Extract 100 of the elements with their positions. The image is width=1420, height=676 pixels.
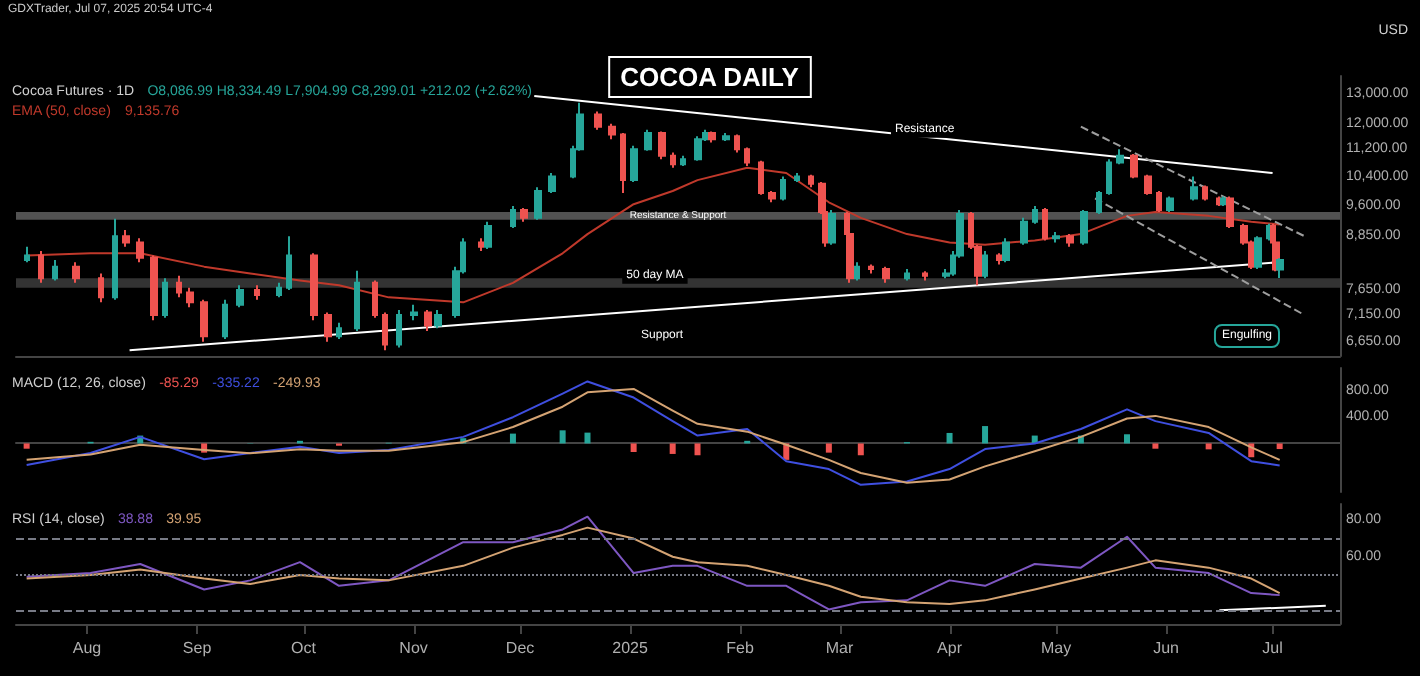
- candlestick: [324, 311, 332, 343]
- candlestick: [1202, 184, 1208, 202]
- candlestick: [1116, 148, 1124, 166]
- candlestick: [644, 128, 652, 152]
- candlestick: [1190, 175, 1198, 202]
- candlestick: [922, 270, 928, 282]
- bar: [1124, 434, 1131, 444]
- candlestick: [1096, 190, 1102, 215]
- candlestick: [1220, 195, 1226, 208]
- bar: [1152, 443, 1159, 449]
- candlestick: [758, 159, 764, 196]
- candlestick: [520, 207, 528, 223]
- candlestick: [548, 171, 556, 194]
- candlestick: [808, 173, 814, 189]
- candlestick: [24, 245, 30, 264]
- candlestick: [630, 144, 638, 183]
- candlestick: [310, 252, 318, 322]
- candlestick: [382, 311, 388, 352]
- bar: [669, 443, 676, 454]
- candlestick: [136, 237, 144, 264]
- candlestick: [1144, 173, 1152, 196]
- candlestick: [1106, 158, 1112, 196]
- bar: [825, 443, 832, 453]
- candlestick: [478, 237, 484, 253]
- bar: [584, 432, 591, 444]
- candlestick: [1080, 208, 1088, 246]
- x-tick-label: Apr: [937, 639, 963, 657]
- candlestick: [372, 279, 378, 319]
- candlestick: [996, 252, 1002, 266]
- candlestick: [354, 269, 360, 332]
- x-tick-label: 2025: [612, 639, 649, 657]
- x-tick-label: Jul: [1262, 639, 1284, 657]
- x-tick-label: Jun: [1153, 639, 1179, 657]
- candlestick: [200, 298, 208, 343]
- candlestick: [1066, 233, 1074, 248]
- candlestick: [694, 135, 702, 162]
- candlestick: [176, 274, 182, 299]
- x-tick-label: Sep: [182, 639, 213, 657]
- candlestick: [276, 281, 282, 299]
- candlestick: [794, 171, 800, 183]
- candlestick: [670, 151, 676, 169]
- candlestick: [828, 208, 836, 246]
- candlestick: [1130, 153, 1138, 180]
- candlestick: [1166, 195, 1174, 213]
- x-tick-label: Aug: [72, 639, 102, 657]
- candlestick: [1276, 257, 1284, 279]
- x-tick-label: Nov: [399, 639, 428, 657]
- candlestick: [396, 308, 402, 349]
- candlestick: [1042, 207, 1048, 242]
- candlestick: [222, 298, 228, 341]
- candlestick: [780, 175, 786, 202]
- candlestick: [336, 321, 342, 341]
- candlestick: [658, 130, 666, 161]
- bar: [1276, 443, 1283, 450]
- candlestick: [594, 110, 602, 131]
- candlestick: [1052, 231, 1060, 244]
- candlestick: [1002, 237, 1010, 264]
- candlestick: [882, 265, 890, 284]
- candlestick: [72, 261, 80, 284]
- candlestick: [1254, 235, 1262, 270]
- candlestick: [254, 284, 260, 301]
- line-series: [25, 166, 1281, 304]
- candlestick: [1156, 190, 1162, 213]
- candlestick: [52, 258, 58, 282]
- candlestick: [112, 217, 118, 301]
- candlestick: [186, 286, 194, 309]
- candlestick: [722, 131, 730, 142]
- bar: [509, 433, 516, 444]
- candlestick: [744, 146, 750, 168]
- candlestick: [708, 130, 716, 144]
- bar: [694, 443, 701, 456]
- bar: [559, 430, 566, 444]
- candlestick: [286, 235, 292, 292]
- bar: [857, 443, 864, 456]
- candlestick: [1020, 216, 1028, 246]
- x-tick-label: May: [1040, 639, 1072, 657]
- candlestick: [236, 284, 244, 309]
- candlestick: [1226, 195, 1234, 229]
- candlestick: [982, 250, 988, 280]
- candlestick: [510, 205, 516, 229]
- candlestick: [904, 267, 910, 282]
- candlestick: [38, 250, 44, 284]
- candlestick: [162, 277, 168, 319]
- x-tick-label: Dec: [505, 639, 535, 657]
- bar: [946, 432, 953, 444]
- line-series: [25, 526, 1281, 605]
- candlestick: [734, 133, 740, 154]
- candlestick: [484, 220, 492, 250]
- bar: [23, 443, 30, 449]
- candlestick: [98, 272, 104, 304]
- bar: [982, 426, 989, 444]
- candlestick: [854, 261, 860, 282]
- candlestick: [534, 186, 542, 221]
- x-tick-label: Mar: [825, 639, 854, 657]
- candlestick: [150, 254, 158, 322]
- candlestick: [680, 154, 686, 168]
- candlestick: [122, 228, 130, 248]
- candlestick: [868, 263, 874, 275]
- candlestick: [1032, 205, 1038, 225]
- bar: [630, 443, 637, 452]
